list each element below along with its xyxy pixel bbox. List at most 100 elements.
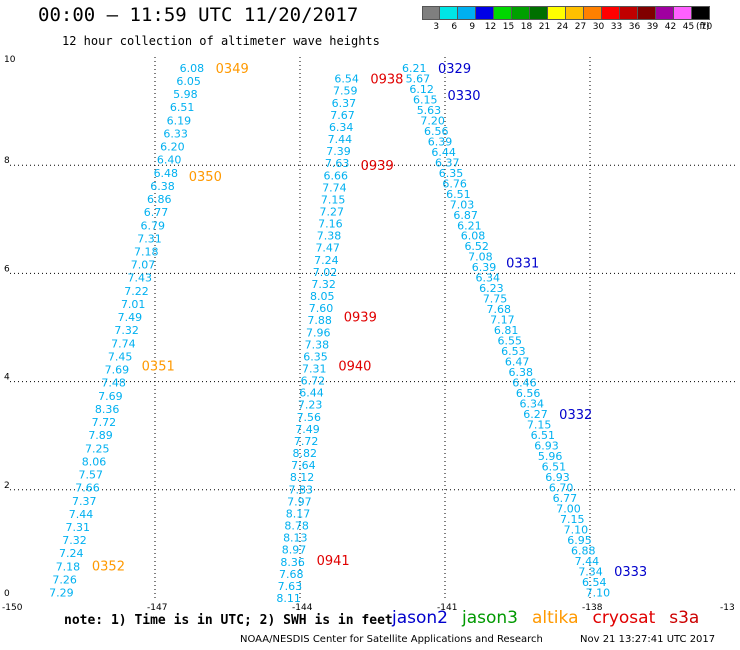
x-tick-label: -150 (2, 603, 23, 613)
color-scale-label: 39 (646, 22, 659, 32)
x-tick-label: -138 (582, 603, 603, 613)
wave-height-value: 6.44 (299, 387, 324, 400)
color-scale-label: 21 (538, 22, 551, 32)
color-swatch (620, 6, 638, 20)
wave-height-value: 6.40 (157, 154, 182, 167)
wave-height-value: 6.20 (160, 141, 185, 154)
x-tick-label: -13 (720, 603, 735, 613)
color-scale-label: 3 (433, 22, 440, 32)
wave-height-value: 5.96 (538, 450, 563, 463)
wave-height-value: 6.05 (176, 75, 201, 88)
color-scale-label: 70 (700, 22, 713, 32)
wave-height-value: 6.81 (494, 324, 519, 337)
wave-height-value: 6.23 (479, 282, 504, 295)
color-swatch (440, 6, 458, 20)
wave-height-value: 6.95 (567, 534, 592, 547)
wave-height-value: 7.44 (575, 555, 600, 568)
color-swatch (548, 6, 566, 20)
wave-height-value: 6.39 (428, 135, 453, 148)
wave-height-value: 8.06 (82, 455, 107, 468)
wave-height-value: 7.38 (305, 338, 330, 351)
wave-height-value: 7.56 (297, 411, 322, 424)
wave-height-value: 7.29 (49, 587, 74, 600)
wave-height-value: 7.43 (127, 272, 152, 285)
wave-height-value: 7.64 (291, 459, 316, 472)
wave-height-value: 8.36 (280, 556, 305, 569)
page-subtitle: 12 hour collection of altimeter wave hei… (62, 34, 380, 48)
color-scale-label: 9 (469, 22, 476, 32)
wave-height-value: 6.33 (163, 127, 188, 140)
y-tick-label: 6 (4, 264, 10, 274)
y-tick-label: 2 (4, 481, 10, 491)
color-swatch (656, 6, 674, 20)
color-swatch (458, 6, 476, 20)
time-label: 0329 (438, 62, 471, 77)
color-scale-label: 15 (502, 22, 515, 32)
wave-height-value: 6.53 (501, 345, 526, 358)
wave-height-value: 7.49 (118, 311, 143, 324)
y-tick-label: 8 (4, 156, 10, 166)
color-swatch (602, 6, 620, 20)
color-swatch (422, 6, 440, 20)
wave-height-value: 6.51 (170, 101, 195, 114)
wave-height-value: 7.38 (317, 230, 342, 243)
wave-height-value: 7.48 (101, 377, 126, 390)
wave-height-value: 7.00 (556, 503, 581, 516)
time-label: 0351 (142, 359, 175, 374)
wave-height-value: 6.21 (457, 219, 482, 232)
wave-height-value: 6.55 (498, 335, 523, 348)
color-swatch (674, 6, 692, 20)
wave-height-value: 7.31 (65, 521, 90, 534)
wave-height-value: 6.35 (303, 350, 328, 363)
wave-height-value: 6.88 (571, 545, 596, 558)
wave-height-value: 5.63 (417, 104, 442, 117)
wave-height-value: 6.39 (472, 261, 497, 274)
wave-height-value: 6.19 (167, 114, 192, 127)
color-scale-label: (ft) (696, 22, 710, 32)
wave-height-value: 7.49 (295, 423, 320, 436)
wave-height-value: 6.08 (461, 230, 486, 243)
wave-height-value: 7.31 (137, 232, 162, 245)
wave-height-value: 7.69 (105, 364, 130, 377)
wave-height-value: 7.88 (307, 314, 332, 327)
wave-height-value: 7.68 (486, 303, 511, 316)
wave-height-value: 6.35 (439, 167, 464, 180)
wave-height-value: 7.10 (586, 587, 611, 600)
wave-height-value: 6.93 (545, 471, 570, 484)
wave-height-value: 6.27 (523, 408, 548, 421)
wave-height-value: 8.11 (276, 592, 301, 605)
wave-height-value: 6.54 (334, 73, 359, 86)
wave-height-value: 8.82 (293, 447, 318, 460)
time-label: 0939 (344, 311, 377, 326)
footer-timestamp: Nov 21 13:27:41 UTC 2017 (580, 634, 716, 645)
wave-height-value: 7.47 (315, 242, 340, 255)
wave-height-value: 7.57 (79, 469, 104, 482)
wave-height-value: 6.51 (446, 188, 471, 201)
color-scale-label: 33 (610, 22, 623, 32)
wave-height-value: 7.89 (88, 429, 113, 442)
wave-height-value: 7.96 (306, 326, 331, 339)
wave-height-value: 7.63 (325, 157, 350, 170)
wave-height-value: 7.39 (326, 145, 351, 158)
wave-height-value: 7.32 (311, 278, 336, 291)
color-swatch (692, 6, 710, 20)
wave-height-value: 8.12 (290, 471, 315, 484)
wave-height-value: 8.13 (283, 532, 308, 545)
color-scale-label: 45 (682, 22, 695, 32)
time-label: 0331 (506, 257, 539, 272)
wave-height-value: 6.79 (141, 219, 166, 232)
wave-height-value: 8.05 (310, 290, 335, 303)
wave-height-value: 6.87 (453, 209, 478, 222)
wave-height-value: 7.69 (98, 390, 123, 403)
wave-height-value: 6.52 (464, 240, 489, 253)
color-scale-label: 6 (451, 22, 458, 32)
x-tick-label: -147 (147, 603, 167, 613)
wave-height-value: 7.37 (72, 495, 97, 508)
time-label: 0940 (338, 359, 371, 374)
time-label: 0349 (216, 62, 249, 77)
wave-height-value: 7.08 (468, 251, 493, 264)
legend-item-altika: altika (532, 608, 579, 628)
wave-height-value: 7.75 (483, 293, 508, 306)
wave-height-value: 6.56 (424, 125, 449, 138)
